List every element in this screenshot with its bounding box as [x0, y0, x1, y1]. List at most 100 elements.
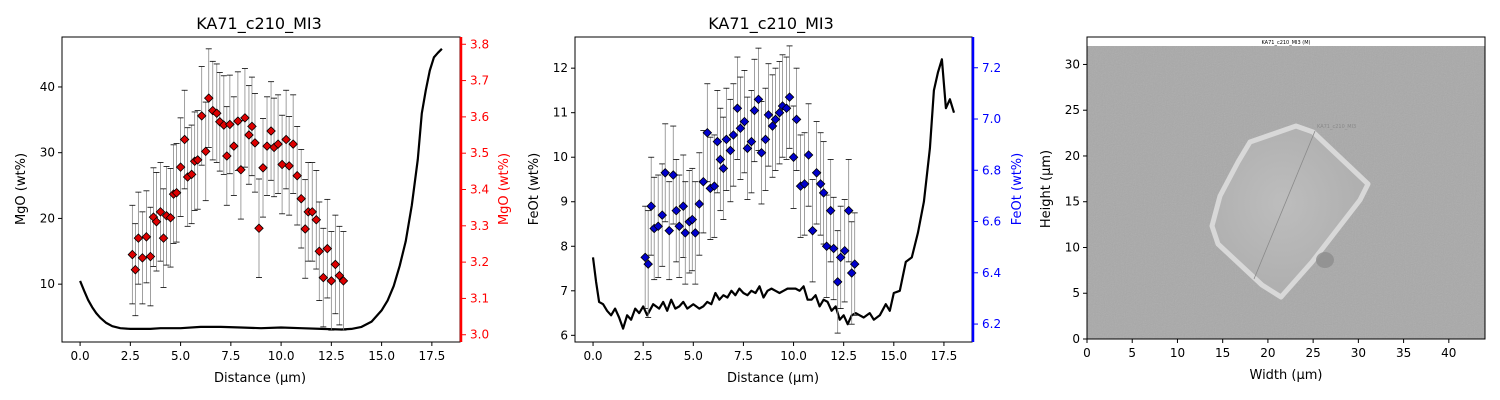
feot-data-point	[846, 268, 857, 278]
mgo-x-tick-label: 15.0	[368, 349, 395, 363]
feot-data-point	[756, 148, 767, 158]
mgo-x-tick-label: 12.5	[318, 349, 345, 363]
mgo-data-point	[254, 223, 264, 234]
mgo-data-point	[229, 141, 239, 151]
feot-axes-frame	[574, 36, 973, 343]
mgo-data-point	[179, 134, 190, 145]
feot-data-point	[753, 94, 764, 105]
mgo-data-point	[145, 251, 156, 262]
feot-x-tick-label: 0.0	[583, 349, 602, 363]
feot-data-point	[770, 114, 781, 125]
image-y-axis-label: Height (µm)	[1039, 150, 1054, 228]
feot-data-point	[694, 199, 705, 209]
feot-data-point	[640, 252, 650, 263]
feot-data-point	[803, 150, 814, 160]
feot-y-tick-label: 10	[553, 150, 568, 164]
feot-right-y-tick-label: 6.8	[982, 163, 1001, 177]
feot-x-tick-label: 12.5	[830, 349, 857, 363]
feot-data-point	[818, 188, 829, 198]
mgo-data-point	[171, 188, 182, 198]
mgo-data-point	[236, 165, 246, 175]
feot-data-point	[718, 163, 729, 174]
image-x-tick-label: 5	[1128, 346, 1136, 360]
feot-data-point	[728, 130, 739, 140]
feot-data-point	[835, 252, 846, 263]
feot-data-point	[760, 134, 771, 145]
image-x-tick-label: 35	[1396, 346, 1411, 360]
image-y-ticks: 0 5 10 15 20 25 30	[1065, 57, 1087, 346]
feot-data-point	[721, 134, 732, 145]
mgo-right-y-tick-label: 3.2	[470, 255, 489, 269]
feot-data-point	[832, 277, 843, 287]
feot-x-tick-label: 2.5	[634, 349, 653, 363]
feot-right-y-axis-label: FeOt (wt%)	[1010, 153, 1025, 225]
feot-data-point	[784, 92, 795, 102]
mgo-right-y-tick-label: 3.4	[470, 183, 489, 197]
mgo-x-tick-label: 10.0	[268, 349, 295, 363]
feot-data-point	[643, 259, 653, 269]
feot-data-point	[742, 143, 753, 154]
mgo-data-point	[250, 138, 260, 148]
mgo-data-point	[311, 214, 322, 225]
image-x-tick-label: 15	[1215, 346, 1230, 360]
mgo-data-point	[296, 193, 306, 204]
mgo-x-tick-label: 17.5	[418, 349, 445, 363]
image-y-tick-label: 0	[1072, 332, 1080, 346]
image-x-tick-label: 25	[1305, 346, 1320, 360]
feot-right-y-tick-label: 7.0	[982, 112, 1001, 126]
mgo-data-point	[262, 141, 272, 151]
feot-data-point	[680, 228, 691, 238]
feot-right-y-tick-label: 7.2	[982, 61, 1001, 75]
mgo-y-tick-label: 30	[40, 146, 55, 160]
image-x-tick-label: 30	[1351, 346, 1366, 360]
mgo-x-axis-label: Distance (µm)	[214, 371, 306, 386]
mgo-data-point	[225, 119, 235, 130]
feot-data-point	[709, 181, 720, 191]
image-y-tick-label: 15	[1065, 195, 1080, 209]
mgo-y-tick-label: 10	[40, 277, 55, 291]
feot-data-point	[767, 121, 778, 131]
mgo-data-point	[151, 216, 162, 227]
mgo-data-point	[233, 116, 243, 126]
feot-x-ticks: 0.0 2.5 5.0 7.5 10.0 12.5 15.0 17.5	[583, 342, 957, 363]
mgo-data-point	[186, 169, 197, 180]
mgo-data-point	[288, 139, 298, 149]
feot-data-point	[821, 241, 832, 252]
mgo-data-point	[158, 233, 169, 243]
mgo-right-y-tick-label: 3.0	[470, 328, 489, 342]
feot-data-point	[777, 101, 788, 111]
mgo-data-point	[200, 146, 211, 157]
mgo-y-axis-label: MgO (wt%)	[14, 153, 29, 225]
feot-data-point	[690, 228, 701, 238]
mgo-data-point	[212, 108, 222, 119]
feot-data-point	[781, 103, 792, 114]
mgo-data-point	[155, 207, 166, 217]
image-axes-frame	[1086, 36, 1486, 340]
feot-plot-area	[591, 45, 956, 334]
mgo-x-ticks: 0.0 2.5 5.0 7.5 10.0 12.5 15.0 17.5	[71, 342, 445, 363]
feot-x-tick-label: 15.0	[880, 349, 907, 363]
mgo-chart-title: KA71_c210_MI3	[196, 14, 322, 34]
mgo-data-point	[222, 151, 232, 161]
mgo-data-point	[215, 117, 225, 127]
image-y-tick-label: 25	[1065, 103, 1080, 117]
feot-data-point	[843, 205, 854, 216]
mgo-data-point	[203, 93, 214, 103]
feot-data-point	[668, 170, 679, 180]
image-y-tick-label: 5	[1072, 286, 1080, 300]
feot-data-point	[788, 152, 799, 162]
image-x-axis-label: Width (µm)	[1250, 368, 1323, 383]
image-y-tick-label: 20	[1065, 149, 1080, 163]
feot-right-y-tick-label: 6.6	[982, 215, 1001, 229]
feot-data-point	[664, 225, 675, 236]
image-x-tick-label: 40	[1441, 346, 1456, 360]
mgo-right-y-tick-label: 3.6	[470, 110, 489, 124]
mgo-data-point	[175, 162, 186, 172]
mgo-data-point	[322, 243, 333, 254]
mgo-data-point	[307, 207, 318, 217]
feot-data-point	[749, 105, 760, 116]
feot-data-point	[739, 116, 750, 127]
feot-data-point	[791, 114, 802, 125]
mgo-data-point	[318, 272, 329, 283]
